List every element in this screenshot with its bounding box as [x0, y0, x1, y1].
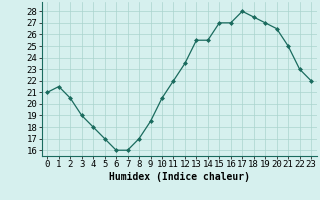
X-axis label: Humidex (Indice chaleur): Humidex (Indice chaleur) [109, 172, 250, 182]
